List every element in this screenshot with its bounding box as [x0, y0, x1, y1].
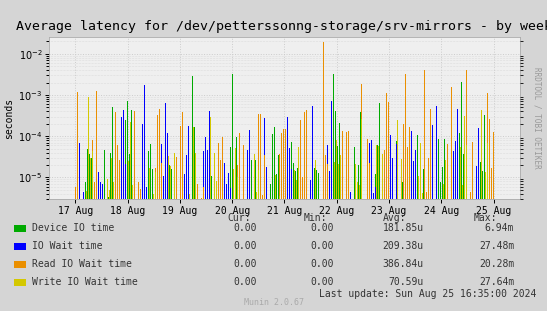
Text: 27.64m: 27.64m — [479, 277, 514, 287]
Text: Write IO Wait time: Write IO Wait time — [32, 277, 137, 287]
Text: 0.00: 0.00 — [234, 241, 257, 251]
Text: 0.00: 0.00 — [310, 259, 334, 269]
Text: 6.94m: 6.94m — [485, 223, 514, 233]
Title: Average latency for /dev/petterssonng-storage/srv-mirrors - by week: Average latency for /dev/petterssonng-st… — [16, 21, 547, 33]
Text: 27.48m: 27.48m — [479, 241, 514, 251]
Text: 386.84u: 386.84u — [383, 259, 424, 269]
Y-axis label: RRDTOOL / TOBI OETIKER: RRDTOOL / TOBI OETIKER — [533, 67, 542, 169]
Text: Read IO Wait time: Read IO Wait time — [32, 259, 132, 269]
Text: 0.00: 0.00 — [310, 241, 334, 251]
Text: 0.00: 0.00 — [234, 277, 257, 287]
Text: 70.59u: 70.59u — [389, 277, 424, 287]
Text: IO Wait time: IO Wait time — [32, 241, 102, 251]
Text: Last update: Sun Aug 25 16:35:00 2024: Last update: Sun Aug 25 16:35:00 2024 — [319, 289, 536, 299]
Text: Munin 2.0.67: Munin 2.0.67 — [243, 298, 304, 307]
Text: 0.00: 0.00 — [234, 223, 257, 233]
Y-axis label: seconds: seconds — [4, 98, 14, 139]
Text: 0.00: 0.00 — [234, 259, 257, 269]
Text: 20.28m: 20.28m — [479, 259, 514, 269]
Text: 181.85u: 181.85u — [383, 223, 424, 233]
Text: 0.00: 0.00 — [310, 277, 334, 287]
Text: Cur:: Cur: — [227, 213, 251, 223]
Text: Max:: Max: — [473, 213, 497, 223]
Text: 0.00: 0.00 — [310, 223, 334, 233]
Text: Device IO time: Device IO time — [32, 223, 114, 233]
Text: 209.38u: 209.38u — [383, 241, 424, 251]
Text: Min:: Min: — [304, 213, 327, 223]
Text: Avg:: Avg: — [383, 213, 406, 223]
